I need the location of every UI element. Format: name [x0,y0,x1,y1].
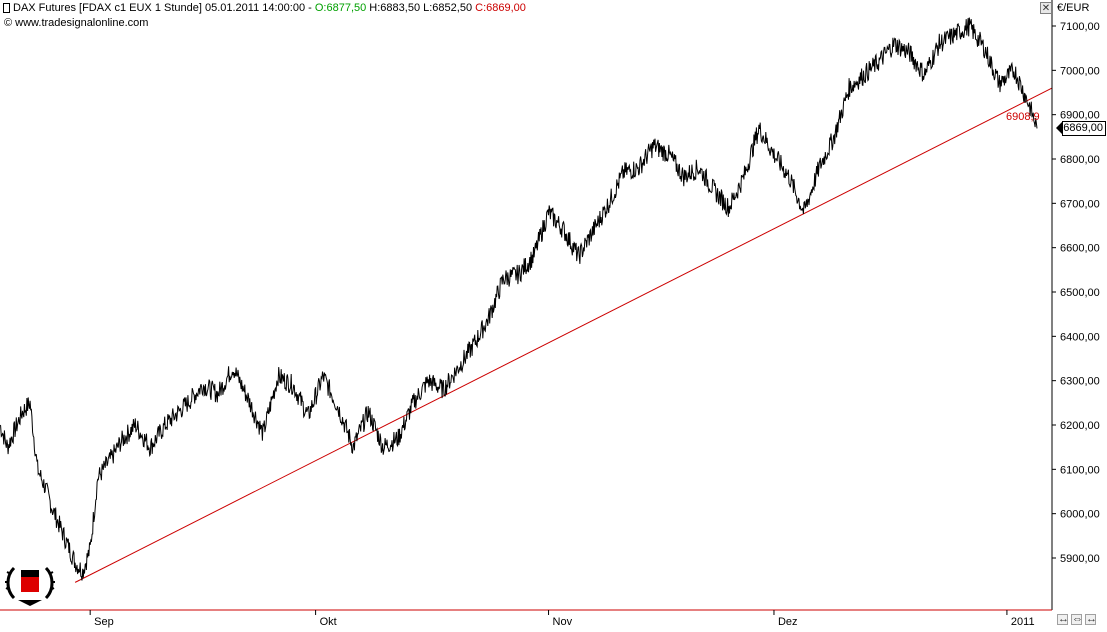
y-tick-label: 6600,00 [1060,243,1100,255]
y-tick-label: 6900,00 [1060,110,1100,122]
y-tick-label: 7000,00 [1060,65,1100,77]
y-tick-label: 7100,00 [1060,21,1100,33]
x-tick-label: Nov [553,616,573,628]
scroll-right-icon[interactable]: ↔ [1085,613,1097,625]
open-value: O:6877,50 [314,2,367,14]
y-tick-label: 6700,00 [1060,198,1100,210]
low-value: L:6852,50 [423,2,473,14]
y-tick-label: 6500,00 [1060,287,1100,299]
close-value: C:6869,00 [475,2,526,14]
y-tick-label: 5900,00 [1060,553,1100,565]
current-price-label: 6869,00 [1062,121,1106,136]
price-line [0,17,1038,581]
high-value: H:6883,50 [369,2,421,14]
x-tick-label: 2011 [1011,616,1035,628]
current-price-pointer [1056,121,1063,135]
price-series-layer [0,17,1038,581]
y-tick-label: 6300,00 [1060,376,1100,388]
x-tick-label: Sep [94,616,114,628]
trendline-label: 6908,9 [1006,111,1040,123]
document-icon [3,3,10,13]
x-tick-label: Dez [778,616,798,628]
instrument-label: DAX Futures [FDAX c1 EUX 1 Stunde] 05.01… [13,2,315,14]
y-tick-label: 6200,00 [1060,420,1100,432]
trendline [74,87,1053,583]
y-tick-label: 6800,00 [1060,154,1100,166]
currency-label: €/EUR [1057,2,1090,14]
zoom-icon[interactable]: ⇔ [1071,613,1083,625]
scroll-left-icon[interactable]: ↔ [1057,613,1069,625]
x-tick-label: Okt [320,616,337,628]
chart-header: DAX Futures [FDAX c1 EUX 1 Stunde] 05.01… [3,2,526,15]
y-tick-label: 6100,00 [1060,464,1100,476]
y-tick-label: 6000,00 [1060,509,1100,521]
y-tick-label: 6400,00 [1060,331,1100,343]
laurel-logo-icon [5,566,55,606]
watermark: © www.tradesignalonline.com [4,17,149,29]
trendline-layer [74,87,1053,583]
close-icon[interactable]: ✕ [1040,2,1052,14]
